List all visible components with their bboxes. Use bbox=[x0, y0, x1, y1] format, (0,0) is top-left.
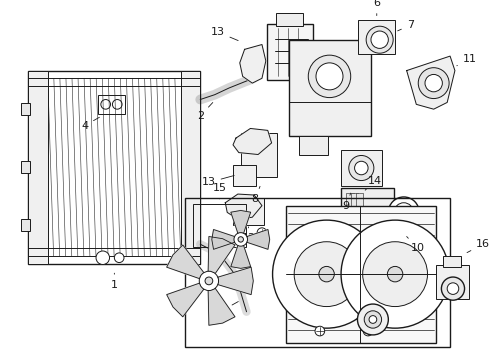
Bar bbox=[341, 188, 394, 235]
Bar bbox=[443, 256, 461, 267]
Circle shape bbox=[257, 228, 267, 238]
Bar bbox=[28, 71, 200, 264]
Circle shape bbox=[425, 75, 442, 92]
Bar bbox=[298, 136, 327, 156]
Circle shape bbox=[369, 316, 377, 323]
Polygon shape bbox=[247, 230, 270, 249]
Polygon shape bbox=[212, 230, 235, 249]
Circle shape bbox=[364, 311, 382, 328]
Bar bbox=[356, 193, 363, 208]
Text: 4: 4 bbox=[81, 117, 99, 131]
Circle shape bbox=[96, 251, 110, 265]
Circle shape bbox=[357, 208, 380, 231]
Circle shape bbox=[366, 26, 393, 53]
Polygon shape bbox=[231, 211, 251, 233]
Circle shape bbox=[234, 233, 247, 246]
Bar bbox=[98, 95, 125, 114]
Circle shape bbox=[341, 220, 449, 328]
Bar bbox=[358, 21, 395, 54]
Bar bbox=[21, 103, 30, 115]
Polygon shape bbox=[208, 288, 235, 325]
Bar bbox=[289, 40, 371, 136]
Polygon shape bbox=[208, 237, 235, 274]
Bar bbox=[346, 193, 354, 208]
Bar bbox=[21, 161, 30, 173]
Circle shape bbox=[363, 242, 427, 307]
Text: 2: 2 bbox=[196, 103, 213, 121]
Polygon shape bbox=[167, 283, 204, 317]
Text: 13: 13 bbox=[202, 176, 234, 188]
Circle shape bbox=[316, 63, 343, 90]
Text: 15: 15 bbox=[213, 183, 226, 199]
Circle shape bbox=[315, 326, 325, 336]
Circle shape bbox=[205, 277, 213, 285]
Text: 11: 11 bbox=[457, 54, 477, 66]
Bar bbox=[276, 13, 303, 26]
Bar bbox=[436, 265, 469, 299]
Text: 7: 7 bbox=[397, 20, 414, 31]
Text: 1: 1 bbox=[111, 273, 118, 290]
Text: 16: 16 bbox=[467, 239, 490, 253]
Polygon shape bbox=[233, 129, 271, 154]
Circle shape bbox=[371, 31, 389, 48]
Text: 5: 5 bbox=[0, 359, 1, 360]
Circle shape bbox=[447, 283, 459, 294]
Bar bbox=[185, 198, 450, 347]
Text: 13: 13 bbox=[211, 27, 238, 41]
Bar bbox=[341, 150, 382, 186]
Circle shape bbox=[355, 161, 368, 175]
Text: 3: 3 bbox=[220, 302, 238, 315]
Polygon shape bbox=[231, 246, 251, 268]
Polygon shape bbox=[407, 56, 455, 109]
Circle shape bbox=[441, 277, 465, 300]
Polygon shape bbox=[225, 194, 262, 219]
Bar bbox=[267, 24, 313, 80]
Text: 9: 9 bbox=[343, 193, 351, 211]
Circle shape bbox=[238, 237, 244, 242]
Circle shape bbox=[308, 55, 351, 98]
Circle shape bbox=[319, 266, 334, 282]
Circle shape bbox=[358, 304, 389, 335]
Text: 6: 6 bbox=[373, 0, 380, 15]
Circle shape bbox=[394, 203, 414, 222]
Circle shape bbox=[199, 271, 219, 291]
Bar bbox=[193, 204, 245, 247]
Circle shape bbox=[388, 266, 403, 282]
Circle shape bbox=[362, 213, 374, 225]
Circle shape bbox=[294, 242, 359, 307]
Text: 8: 8 bbox=[252, 186, 260, 204]
Bar bbox=[286, 206, 436, 343]
Bar bbox=[233, 198, 264, 225]
Circle shape bbox=[272, 220, 381, 328]
Circle shape bbox=[389, 197, 419, 228]
Bar bbox=[181, 71, 200, 264]
Circle shape bbox=[363, 326, 373, 336]
Text: 10: 10 bbox=[407, 237, 424, 253]
Bar bbox=[233, 165, 256, 186]
Polygon shape bbox=[167, 245, 204, 279]
Bar bbox=[241, 133, 277, 177]
Circle shape bbox=[349, 156, 374, 181]
Polygon shape bbox=[240, 45, 266, 83]
Bar bbox=[28, 71, 48, 264]
Bar bbox=[21, 219, 30, 231]
Circle shape bbox=[114, 253, 124, 262]
Bar bbox=[351, 193, 358, 208]
Text: 14: 14 bbox=[365, 176, 382, 190]
Circle shape bbox=[418, 68, 449, 99]
Text: 12: 12 bbox=[242, 227, 255, 243]
Polygon shape bbox=[218, 267, 253, 294]
